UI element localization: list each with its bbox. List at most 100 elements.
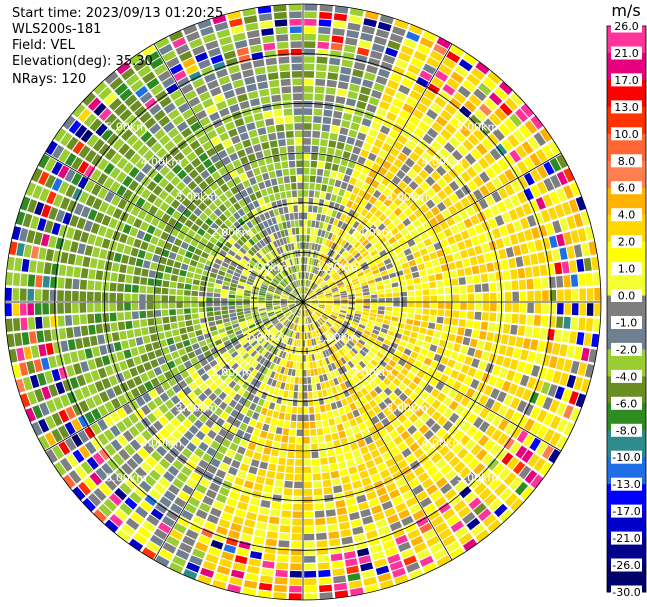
- radar-gate: [214, 339, 223, 346]
- radar-gate: [337, 359, 344, 367]
- radar-gate: [390, 368, 400, 377]
- radar-gate: [228, 128, 238, 138]
- radar-gate: [446, 540, 461, 553]
- radar-gate: [487, 71, 502, 85]
- radar-gate: [263, 341, 270, 349]
- radar-gate: [424, 261, 433, 269]
- radar-gate: [346, 29, 360, 39]
- radar-gate: [467, 412, 478, 424]
- radar-gate: [213, 198, 223, 207]
- radar-gate: [48, 207, 59, 220]
- radar-gate: [349, 402, 357, 411]
- radar-gate: [129, 100, 143, 113]
- radar-gate: [332, 409, 340, 417]
- radar-gate: [249, 177, 257, 186]
- radar-gate: [234, 403, 243, 412]
- radar-gate: [416, 490, 428, 502]
- radar-gate: [259, 290, 266, 294]
- radar-gate: [298, 302, 303, 308]
- radar-gate: [153, 420, 164, 431]
- radar-gate: [264, 416, 272, 425]
- radar-gate: [412, 163, 423, 174]
- radar-gate: [219, 558, 233, 568]
- radar-gate: [214, 572, 229, 583]
- radar-gate: [271, 379, 277, 387]
- radar-gate: [408, 259, 417, 267]
- radar-gate: [80, 325, 89, 336]
- radar-gate: [303, 182, 309, 190]
- radar-gate: [331, 210, 338, 218]
- radar-gate: [366, 103, 377, 113]
- radar-gate: [318, 442, 326, 451]
- radar-gate: [325, 294, 333, 297]
- radar-gate: [377, 289, 385, 294]
- radar-gate: [340, 290, 347, 294]
- radar-gate: [221, 298, 228, 302]
- radar-gate: [297, 332, 300, 339]
- radar-gate: [144, 343, 153, 352]
- radar-gate: [281, 161, 289, 169]
- radar-gate: [455, 260, 464, 269]
- radar-gate: [408, 381, 418, 391]
- radar-gate: [320, 282, 327, 288]
- radar-gate: [376, 351, 384, 359]
- radar-gate: [467, 134, 480, 146]
- radar-gate: [255, 421, 263, 430]
- radar-gate: [269, 140, 278, 148]
- radar-gate: [31, 167, 43, 183]
- radar-gate: [381, 253, 390, 261]
- radar-gate: [530, 406, 541, 420]
- radar-gate: [326, 297, 333, 300]
- radar-gate: [316, 176, 323, 184]
- radar-gate: [246, 122, 256, 131]
- radar-gate: [119, 88, 133, 102]
- radar-gate: [354, 432, 363, 441]
- radar-gate: [165, 422, 176, 434]
- radar-gate: [383, 279, 391, 285]
- radar-gate: [341, 120, 351, 129]
- radar-gate: [163, 490, 176, 502]
- radar-gate: [276, 465, 285, 473]
- radar-gate: [456, 221, 466, 232]
- radar-gate: [218, 75, 231, 86]
- radar-gate: [373, 241, 382, 249]
- radar-gate: [288, 4, 302, 11]
- radar-gate: [429, 315, 437, 323]
- radar-gate: [60, 251, 69, 264]
- radar-gate: [282, 269, 288, 277]
- radar-gate: [203, 186, 213, 196]
- radar-gate: [65, 365, 75, 377]
- radar-gate: [304, 33, 316, 41]
- radar-gate: [121, 67, 135, 81]
- radar-gate: [517, 415, 529, 428]
- radar-gate: [389, 272, 397, 279]
- radar-gate: [338, 329, 346, 335]
- radar-gate: [236, 333, 244, 339]
- radar-gate: [289, 283, 295, 290]
- radar-gate: [44, 415, 56, 430]
- radar-gate: [216, 28, 231, 39]
- radar-gate: [343, 551, 357, 560]
- radar-gate: [113, 341, 122, 352]
- radar-gate: [396, 270, 404, 277]
- colorbar-tick-label: 17.0: [614, 74, 639, 87]
- radar-gate: [355, 305, 363, 308]
- radar-gate: [471, 329, 480, 339]
- radar-gate: [142, 201, 152, 212]
- radar-gate: [400, 307, 408, 313]
- radar-gate: [289, 429, 296, 436]
- radar-gate: [346, 200, 354, 208]
- radar-gate: [244, 286, 252, 291]
- radar-gate: [267, 377, 273, 386]
- radar-gate: [219, 487, 230, 497]
- radar-gate: [430, 309, 437, 316]
- radar-gate: [445, 469, 457, 481]
- radar-gate: [545, 222, 555, 236]
- radar-gate: [58, 181, 70, 195]
- radar-gate: [495, 143, 508, 156]
- radar-gate: [441, 432, 452, 444]
- radar-gate: [178, 542, 193, 554]
- radar-gate: [436, 280, 444, 288]
- radar-gate: [325, 403, 332, 412]
- radar-gate: [473, 128, 485, 141]
